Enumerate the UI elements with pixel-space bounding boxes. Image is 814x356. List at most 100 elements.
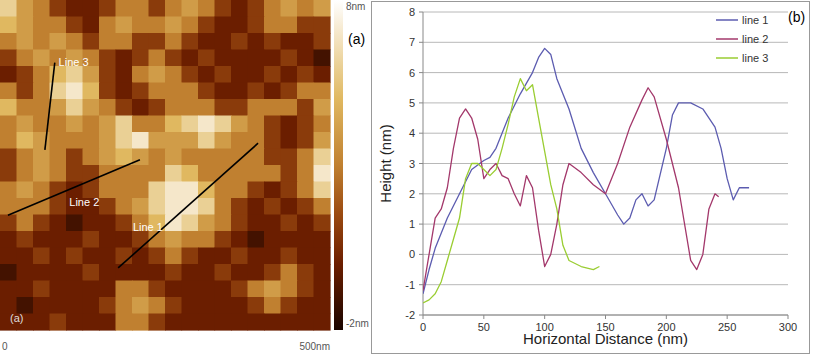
height-cell (116, 198, 133, 215)
height-cell (314, 314, 331, 331)
panel-label: (b) (788, 9, 805, 25)
height-cell (281, 50, 298, 67)
height-cell (231, 17, 248, 34)
height-cell (314, 33, 331, 50)
height-cell (165, 33, 182, 50)
height-cell (50, 99, 67, 116)
height-cell (165, 314, 182, 331)
height-cell (149, 66, 166, 83)
height-cell (132, 66, 149, 83)
legend-label: line 3 (742, 52, 768, 64)
height-cell (231, 50, 248, 67)
height-cell (132, 281, 149, 298)
height-cell (165, 132, 182, 149)
height-cell (248, 198, 265, 215)
height-cell (297, 297, 314, 314)
height-cell (198, 0, 215, 17)
height-cell (165, 281, 182, 298)
height-cell (198, 215, 215, 232)
height-cell (132, 165, 149, 182)
height-cell (314, 66, 331, 83)
height-cell (182, 231, 199, 248)
height-cell (264, 132, 281, 149)
panel-frame (372, 2, 810, 354)
height-cell (50, 297, 67, 314)
height-cell (99, 66, 116, 83)
height-cell (0, 66, 17, 83)
height-cell (231, 83, 248, 100)
x-tick (483, 315, 484, 319)
height-cell (165, 248, 182, 265)
height-cell (314, 17, 331, 34)
height-cell (33, 132, 50, 149)
height-cell (215, 182, 232, 199)
line-label: Line 2 (69, 196, 99, 208)
height-cell (132, 83, 149, 100)
x-tick-label: 300 (779, 321, 797, 333)
y-tick-label: 8 (409, 6, 415, 18)
height-cell (149, 281, 166, 298)
grid-line (423, 224, 788, 225)
height-cell (314, 132, 331, 149)
height-cell (248, 165, 265, 182)
height-cell (297, 50, 314, 67)
height-cell (99, 248, 116, 265)
height-cell (314, 198, 331, 215)
height-cell (0, 215, 17, 232)
height-cell (281, 116, 298, 133)
height-cell (50, 215, 67, 232)
height-cell (231, 99, 248, 116)
y-tick-label: 0 (409, 248, 415, 260)
height-cell (116, 132, 133, 149)
height-cell (149, 83, 166, 100)
height-cell (198, 132, 215, 149)
height-cell (314, 83, 331, 100)
height-cell (66, 132, 83, 149)
height-cell (248, 132, 265, 149)
height-cell (297, 116, 314, 133)
height-cell (0, 33, 17, 50)
panel-label: (a) (10, 312, 23, 324)
x-tick-label: 50 (478, 321, 490, 333)
height-cell (165, 182, 182, 199)
height-cell (215, 116, 232, 133)
height-cell (198, 314, 215, 331)
y-tick-label: 4 (409, 127, 415, 139)
height-cell (215, 264, 232, 281)
height-cell (99, 17, 116, 34)
height-cell (281, 132, 298, 149)
height-cell (264, 248, 281, 265)
height-cell (17, 116, 34, 133)
height-cell (264, 215, 281, 232)
x-tick (666, 315, 667, 319)
height-cell (264, 231, 281, 248)
height-cell (50, 314, 67, 331)
height-cell (132, 182, 149, 199)
height-cell (132, 17, 149, 34)
height-cell (215, 231, 232, 248)
height-cell (314, 231, 331, 248)
grid-line (423, 102, 788, 103)
colorbar (334, 0, 343, 330)
height-cell (231, 264, 248, 281)
height-cell (17, 198, 34, 215)
height-cell (66, 231, 83, 248)
height-cell (165, 116, 182, 133)
height-cell (50, 0, 67, 17)
height-cell (281, 17, 298, 34)
y-axis-label: Height (nm) (377, 124, 394, 202)
x-tick (727, 315, 728, 319)
height-cell (198, 17, 215, 34)
height-cell (50, 231, 67, 248)
height-cell (248, 297, 265, 314)
y-tick (419, 72, 423, 73)
height-cell (149, 314, 166, 331)
height-cell (165, 264, 182, 281)
height-cell (215, 33, 232, 50)
height-cell (165, 149, 182, 166)
height-cell (264, 116, 281, 133)
height-cell (116, 314, 133, 331)
height-cell (66, 17, 83, 34)
height-cell (248, 264, 265, 281)
height-cell (198, 281, 215, 298)
